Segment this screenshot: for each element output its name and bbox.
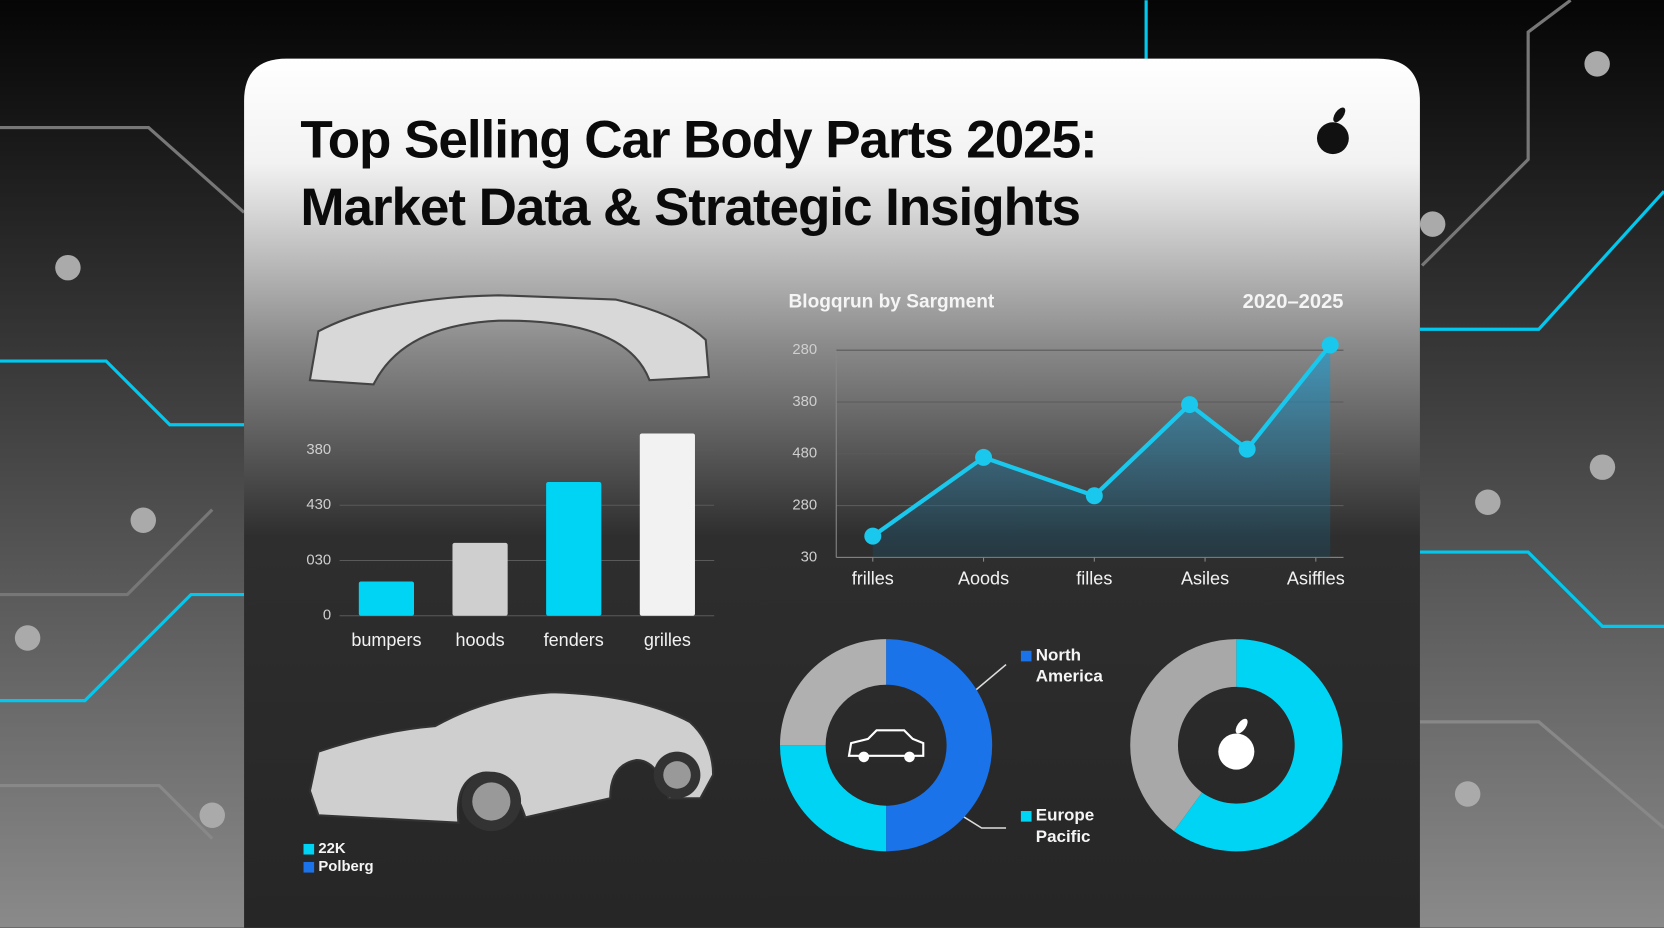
y-tick-label: 30	[801, 549, 818, 565]
point	[1238, 440, 1256, 458]
donut-segment	[780, 639, 887, 746]
bar	[546, 482, 602, 616]
y-tick-label: 280	[792, 342, 817, 358]
point	[1181, 396, 1199, 414]
y-tick-label: 380	[306, 442, 331, 458]
circuit-decoration	[0, 0, 1664, 840]
x-tick-label: fenders	[544, 630, 604, 650]
point	[975, 448, 993, 466]
x-tick-label: Asiles	[1181, 568, 1229, 588]
y-tick-label: 280	[792, 498, 817, 514]
x-tick-label: bumpers	[351, 630, 421, 650]
donut-car-icon	[847, 729, 925, 763]
legend-box: North America	[1035, 646, 1103, 686]
legend-swatch	[1020, 650, 1032, 662]
legend-swatch	[303, 843, 315, 855]
legend-label: Europe Pacific	[1035, 806, 1095, 847]
y-tick-label: 380	[792, 394, 817, 410]
donut-segment	[1130, 639, 1237, 832]
donut-segment	[886, 639, 993, 852]
chart-title: Blogqrun by Sargment	[788, 292, 994, 313]
legend-label: Polberg	[318, 859, 373, 875]
x-tick-label: Asiffles	[1287, 568, 1345, 588]
chart-subtitle: 2020–2025	[1243, 291, 1344, 313]
x-tick-label: grilles	[644, 630, 691, 650]
bar	[358, 581, 415, 616]
donut-segment	[1173, 639, 1343, 852]
legend-swatch	[303, 861, 315, 873]
x-tick-label: filles	[1076, 568, 1112, 588]
y-tick-label: 030	[306, 552, 331, 568]
legend-label: North America	[1035, 646, 1103, 686]
legend-box: Europe Pacific	[1035, 806, 1095, 847]
title: Top Selling Car Body Parts 2025:	[300, 110, 1096, 169]
point	[1321, 336, 1339, 354]
point	[864, 527, 882, 545]
line	[871, 343, 1332, 538]
donut-segment	[780, 745, 887, 852]
x-tick-label: hoods	[456, 630, 505, 650]
donut-logo-icon	[1218, 718, 1255, 770]
logo	[1316, 107, 1349, 155]
x-tick-label: Aoods	[958, 568, 1009, 588]
car-part-illustration	[308, 294, 711, 386]
y-tick-label: 430	[306, 497, 331, 513]
legend-swatch	[1020, 811, 1032, 822]
bar	[452, 542, 508, 616]
legend-label: 22K	[318, 841, 346, 857]
y-tick-label: 480	[792, 446, 817, 462]
point	[1085, 487, 1103, 505]
y-tick-label: 0	[323, 608, 331, 624]
car-illustration	[308, 691, 715, 832]
area	[872, 345, 1331, 558]
title: Market Data & Strategic Insights	[300, 178, 1080, 237]
x-tick-label: frilles	[852, 568, 894, 588]
bar	[639, 433, 695, 616]
